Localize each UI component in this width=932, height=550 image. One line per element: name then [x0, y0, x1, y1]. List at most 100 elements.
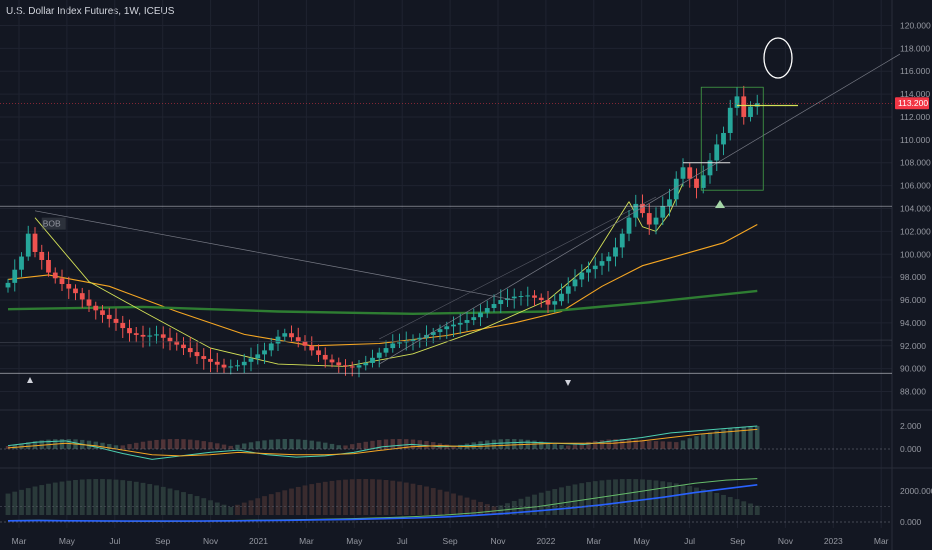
- candle-body: [181, 344, 186, 349]
- osc-histogram-bar: [363, 441, 368, 449]
- candle-body: [282, 333, 288, 337]
- candle-body: [592, 265, 598, 270]
- volume-bar: [437, 489, 443, 515]
- candle-body: [694, 178, 699, 188]
- osc-histogram-bar: [120, 445, 125, 449]
- candle-body: [457, 322, 463, 325]
- volume-panel: [0, 478, 892, 523]
- volume-bar: [174, 490, 180, 515]
- candle-body: [680, 167, 686, 179]
- volume-bar: [100, 479, 105, 515]
- volume-bar: [424, 486, 429, 515]
- osc-histogram-bar: [329, 443, 335, 449]
- candle-body: [235, 365, 240, 367]
- candle-body: [160, 334, 166, 338]
- candle-body: [19, 256, 24, 270]
- osc-histogram-bar: [12, 444, 17, 449]
- candle-body: [430, 332, 436, 335]
- osc-histogram-bar: [242, 443, 247, 449]
- moving-averages: [7, 183, 758, 367]
- candle-body: [559, 293, 564, 302]
- volume-bar: [613, 479, 618, 515]
- osc-histogram-bar: [552, 443, 557, 449]
- volume-bar: [316, 482, 321, 515]
- volume-bar: [727, 497, 733, 515]
- candle-body: [579, 272, 585, 280]
- candle-body: [140, 334, 146, 337]
- candle-body: [106, 314, 112, 319]
- volume-bar: [5, 493, 11, 515]
- volume-bar: [214, 502, 220, 515]
- volume-bar: [52, 482, 58, 515]
- candle-body: [221, 364, 227, 368]
- x-tick-label: Sep: [155, 536, 170, 546]
- candle-body: [147, 335, 153, 337]
- osc-histogram-bar: [140, 441, 146, 449]
- volume-bar: [147, 484, 153, 515]
- volume-bar: [66, 480, 72, 515]
- volume-bar: [235, 504, 240, 515]
- x-tick-label: 2021: [249, 536, 268, 546]
- osc-histogram-bar: [370, 440, 375, 449]
- candle-body: [329, 359, 335, 363]
- osc-y-tick-label: 0.000: [900, 444, 922, 454]
- osc-histogram-bar: [26, 442, 31, 449]
- y-tick-label: 110.000: [900, 135, 930, 145]
- volume-bar: [329, 480, 335, 515]
- volume-bar: [410, 483, 416, 515]
- candle-body: [127, 328, 132, 334]
- candle-body: [545, 300, 551, 305]
- osc-histogram-bar: [19, 443, 24, 449]
- volume-bar: [25, 488, 31, 515]
- osc-histogram-bar: [221, 444, 227, 449]
- osc-histogram-bar: [728, 428, 733, 449]
- volume-bar: [302, 485, 308, 515]
- y-tick-label: 114.000: [900, 89, 930, 99]
- x-tick-label: Mar: [874, 536, 889, 546]
- y-tick-label: 96.000: [900, 295, 926, 305]
- candle-body: [46, 259, 51, 273]
- osc-histogram-bar: [404, 439, 409, 449]
- candle-body: [552, 301, 558, 305]
- osc-histogram-bar: [235, 444, 240, 449]
- candle-body: [66, 284, 72, 289]
- volume-bar: [532, 494, 537, 515]
- volume-bar: [525, 496, 531, 515]
- x-tick-label: Sep: [730, 536, 745, 546]
- volume-bar: [262, 496, 267, 515]
- osc-histogram-bar: [188, 439, 193, 449]
- channel-line: [379, 196, 657, 340]
- vol-y-tick-label: 2000.000: [900, 486, 932, 496]
- volume-bar: [106, 479, 112, 515]
- osc-histogram-bar: [505, 439, 510, 449]
- volume-bar: [309, 484, 315, 515]
- x-tick-label: May: [346, 536, 363, 546]
- osc-histogram-bar: [309, 440, 314, 449]
- osc-histogram-bar: [545, 442, 551, 449]
- osc-histogram-bar: [255, 441, 260, 449]
- candle-body: [525, 295, 531, 297]
- candle-body: [653, 217, 659, 225]
- candle-body: [100, 310, 105, 315]
- candle-body: [336, 362, 342, 366]
- candle-body: [586, 269, 591, 273]
- candle-body: [451, 324, 456, 327]
- candle-body: [228, 366, 234, 368]
- osc-histogram-bar: [248, 442, 254, 449]
- candle-body: [640, 203, 645, 214]
- candle-body: [626, 217, 632, 234]
- volume-bar: [59, 481, 65, 515]
- candle-body: [154, 334, 159, 336]
- candle-body: [437, 329, 443, 333]
- osc-histogram-bar: [451, 445, 456, 449]
- osc-histogram-bar: [262, 440, 267, 449]
- volume-bar: [700, 489, 706, 515]
- candle-body: [295, 337, 301, 342]
- candle-body: [383, 348, 389, 353]
- y-tick-label: 112.000: [900, 112, 930, 122]
- candle-body: [5, 282, 11, 288]
- oscillator-line: [7, 428, 758, 457]
- osc-histogram-bar: [660, 441, 665, 449]
- volume-bar: [464, 497, 470, 515]
